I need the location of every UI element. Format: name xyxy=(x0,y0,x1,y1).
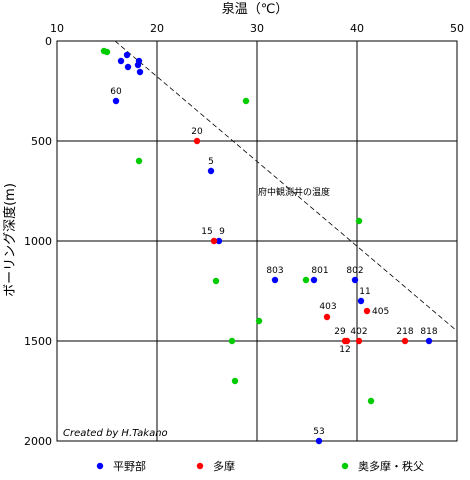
data-point xyxy=(231,377,239,385)
reference-line xyxy=(114,40,458,332)
data-points xyxy=(100,47,433,445)
data-point xyxy=(228,337,236,345)
point-label: 801 xyxy=(311,266,328,276)
point-label: 12 xyxy=(339,345,350,355)
point-label: 803 xyxy=(266,266,283,276)
point-label: 15 xyxy=(201,227,212,237)
point-label: 818 xyxy=(420,327,437,337)
x-tick-label: 40 xyxy=(350,22,364,35)
data-point xyxy=(124,63,132,71)
data-point xyxy=(315,437,323,445)
data-point xyxy=(355,217,363,225)
data-point xyxy=(341,337,349,345)
y-tick-label: 500 xyxy=(31,135,52,148)
data-point xyxy=(255,317,263,325)
data-point xyxy=(355,337,363,345)
data-point xyxy=(215,237,223,245)
data-point xyxy=(123,51,131,59)
x-tick-label: 10 xyxy=(50,22,64,35)
x-axis-title: 泉温（℃） xyxy=(222,1,289,17)
data-point xyxy=(112,97,120,105)
data-point xyxy=(212,277,220,285)
y-tick-labels: 0 500 1000 1500 2000 xyxy=(24,35,52,448)
point-label: 218 xyxy=(396,327,413,337)
data-point xyxy=(367,397,375,405)
data-point xyxy=(193,137,201,145)
data-point xyxy=(363,307,371,315)
point-label: 9 xyxy=(219,227,225,237)
y-tick-label: 2000 xyxy=(24,435,52,448)
data-point xyxy=(207,167,215,175)
legend-marker xyxy=(341,462,349,470)
reference-line-label: 府中観測井の温度 xyxy=(258,186,330,198)
point-label: 11 xyxy=(359,287,370,297)
point-label: 5 xyxy=(208,157,214,167)
x-tick-labels: 10 20 30 40 50 xyxy=(50,22,464,35)
legend-label: 多摩 xyxy=(213,459,235,473)
plot-frame xyxy=(56,40,458,442)
data-point xyxy=(302,276,310,284)
y-tick-label: 1000 xyxy=(24,235,52,248)
data-point xyxy=(134,61,142,69)
data-point xyxy=(135,157,143,165)
data-point xyxy=(210,237,218,245)
data-point xyxy=(323,313,331,321)
data-point xyxy=(271,276,279,284)
legend-label: 平野部 xyxy=(113,459,146,473)
y-tick-label: 0 xyxy=(45,35,52,48)
data-point xyxy=(357,297,365,305)
data-point xyxy=(401,337,409,345)
data-point xyxy=(117,57,125,65)
y-tick-label: 1500 xyxy=(24,335,52,348)
point-label: 402 xyxy=(350,327,367,337)
point-label: 60 xyxy=(110,87,122,97)
legend-marker xyxy=(196,462,204,470)
legend: 平野部 多摩 奥多摩・秩父 xyxy=(96,459,424,473)
legend-marker xyxy=(96,462,104,470)
data-point xyxy=(351,276,359,284)
credit-text: Created by H.Takano xyxy=(63,428,168,439)
data-point xyxy=(103,48,111,56)
x-tick-label: 50 xyxy=(450,22,464,35)
x-tick-label: 30 xyxy=(250,22,264,35)
point-label: 20 xyxy=(191,127,203,137)
data-point xyxy=(425,337,433,345)
point-label: 405 xyxy=(372,307,389,317)
data-point xyxy=(242,97,250,105)
point-label: 802 xyxy=(346,266,363,276)
data-point xyxy=(310,276,318,284)
point-label: 53 xyxy=(313,427,324,437)
data-point xyxy=(136,68,144,76)
legend-label: 奥多摩・秩父 xyxy=(358,459,424,473)
x-tick-label: 20 xyxy=(150,22,164,35)
y-axis-title: ボーリング深度(m) xyxy=(2,183,18,297)
point-label: 403 xyxy=(319,302,336,312)
point-label: 29 xyxy=(334,327,346,337)
